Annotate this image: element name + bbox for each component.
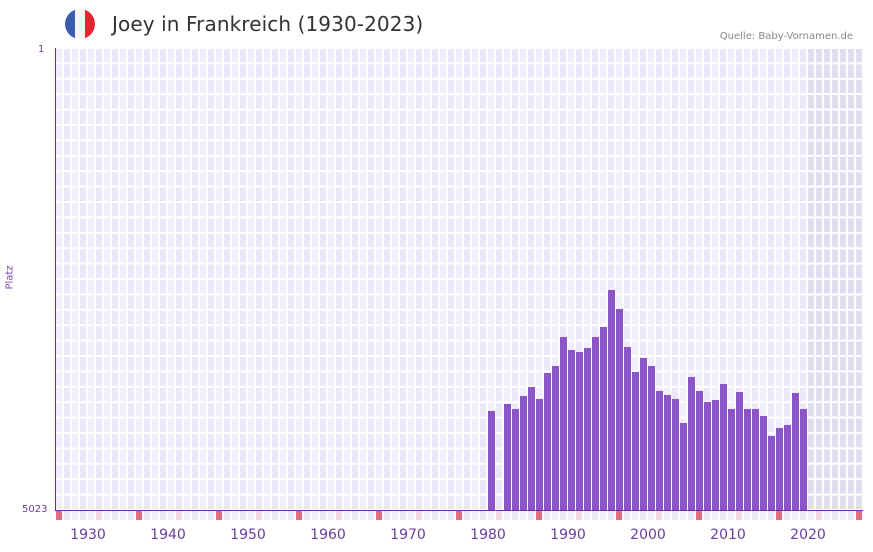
bar-2015[interactable] <box>752 408 759 510</box>
bar-1999[interactable] <box>624 346 631 510</box>
y-axis-line <box>55 48 56 511</box>
flag-stripe <box>85 9 95 39</box>
bar-2012[interactable] <box>728 408 735 510</box>
bar-2018[interactable] <box>776 428 783 510</box>
bar-1993[interactable] <box>576 352 583 510</box>
flag-france <box>65 9 95 39</box>
bar-2002[interactable] <box>648 366 655 510</box>
bar-1985[interactable] <box>512 408 519 510</box>
flag-stripe <box>75 9 85 39</box>
x-axis-label: 2000 <box>630 527 666 543</box>
bar-2007[interactable] <box>688 376 695 510</box>
bar-1992[interactable] <box>568 350 575 510</box>
bar-2003[interactable] <box>656 391 663 510</box>
x-axis-label: 1950 <box>230 527 266 543</box>
x-axis-label: 1940 <box>150 527 186 543</box>
x-axis-label: 1980 <box>470 527 506 543</box>
y-axis-top-label: 1 <box>38 44 45 55</box>
plot-area <box>55 48 863 510</box>
bar-1982[interactable] <box>488 411 495 510</box>
bar-2008[interactable] <box>696 391 703 510</box>
bar-2016[interactable] <box>760 415 767 510</box>
x-axis-line <box>55 510 863 511</box>
y-axis-bottom-label: 5023 <box>22 504 48 515</box>
bar-2014[interactable] <box>744 408 751 510</box>
bar-1986[interactable] <box>520 396 527 510</box>
bar-2006[interactable] <box>680 423 687 510</box>
bar-2021[interactable] <box>800 408 807 510</box>
x-axis-label: 2020 <box>790 527 826 543</box>
bar-1991[interactable] <box>560 337 567 510</box>
bar-2000[interactable] <box>632 372 639 510</box>
x-axis-label: 1970 <box>390 527 426 543</box>
x-axis-label: 1990 <box>550 527 586 543</box>
x-axis-ticks <box>56 511 862 520</box>
bar-2013[interactable] <box>736 392 743 510</box>
bar-1998[interactable] <box>616 308 623 510</box>
bar-2017[interactable] <box>768 436 775 510</box>
chart-title: Joey in Frankreich (1930-2023) <box>112 12 424 36</box>
bar-1989[interactable] <box>544 373 551 510</box>
y-axis-title: Platz <box>4 265 16 290</box>
x-axis-label: 1930 <box>70 527 106 543</box>
grid-background <box>56 49 862 509</box>
bar-2009[interactable] <box>704 401 711 510</box>
bar-2001[interactable] <box>640 358 647 510</box>
bar-2010[interactable] <box>712 399 719 510</box>
bar-2020[interactable] <box>792 393 799 510</box>
bar-1994[interactable] <box>584 347 591 510</box>
bar-2019[interactable] <box>784 424 791 510</box>
x-axis-label: 1960 <box>310 527 346 543</box>
bar-2005[interactable] <box>672 399 679 510</box>
bar-2004[interactable] <box>664 395 671 510</box>
bar-1997[interactable] <box>608 290 615 510</box>
bar-1984[interactable] <box>504 404 511 510</box>
flag-stripe <box>65 9 75 39</box>
source-credit: Quelle: Baby-Vornamen.de <box>719 31 853 42</box>
x-axis-label: 2010 <box>710 527 746 543</box>
bar-1987[interactable] <box>528 387 535 510</box>
bar-2011[interactable] <box>720 383 727 510</box>
bar-1996[interactable] <box>600 327 607 510</box>
bar-1990[interactable] <box>552 366 559 510</box>
bar-1995[interactable] <box>592 337 599 510</box>
bar-1988[interactable] <box>536 399 543 510</box>
